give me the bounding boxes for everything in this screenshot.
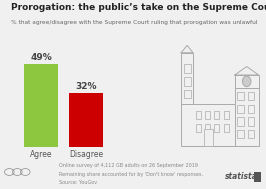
Bar: [224, 124, 229, 132]
Bar: [181, 53, 193, 104]
Bar: [248, 130, 254, 139]
Bar: [204, 129, 213, 146]
Bar: [214, 124, 219, 132]
Bar: [235, 75, 259, 88]
Text: Source: YouGov: Source: YouGov: [59, 180, 97, 185]
Bar: [237, 117, 244, 126]
Bar: [237, 105, 244, 113]
Bar: [69, 93, 103, 147]
Text: 32%: 32%: [76, 82, 97, 91]
Bar: [237, 130, 244, 139]
Bar: [205, 124, 210, 132]
Bar: [196, 124, 201, 132]
Bar: [248, 92, 254, 100]
Bar: [237, 92, 244, 100]
Bar: [184, 77, 190, 86]
Bar: [184, 90, 190, 98]
Bar: [24, 64, 58, 147]
Text: 49%: 49%: [30, 53, 52, 62]
Bar: [235, 88, 259, 146]
Bar: [181, 104, 236, 146]
Bar: [205, 111, 210, 119]
Text: statista: statista: [225, 172, 258, 181]
Circle shape: [242, 76, 251, 87]
Bar: [214, 111, 219, 119]
Bar: [196, 111, 201, 119]
Bar: [224, 111, 229, 119]
Text: % that agree/disagree with the Supreme Court ruling that prorogation was unlawfu: % that agree/disagree with the Supreme C…: [11, 20, 257, 25]
Bar: [248, 105, 254, 113]
Text: Remaining share accounted for by 'Don't know' responses.: Remaining share accounted for by 'Don't …: [59, 172, 202, 177]
Text: Prorogation: the public’s take on the Supreme Court ruling: Prorogation: the public’s take on the Su…: [11, 3, 266, 12]
Text: Online survey of 4,112 GB adults on 26 September 2019: Online survey of 4,112 GB adults on 26 S…: [59, 163, 197, 168]
Bar: [248, 117, 254, 126]
Bar: [184, 64, 190, 73]
